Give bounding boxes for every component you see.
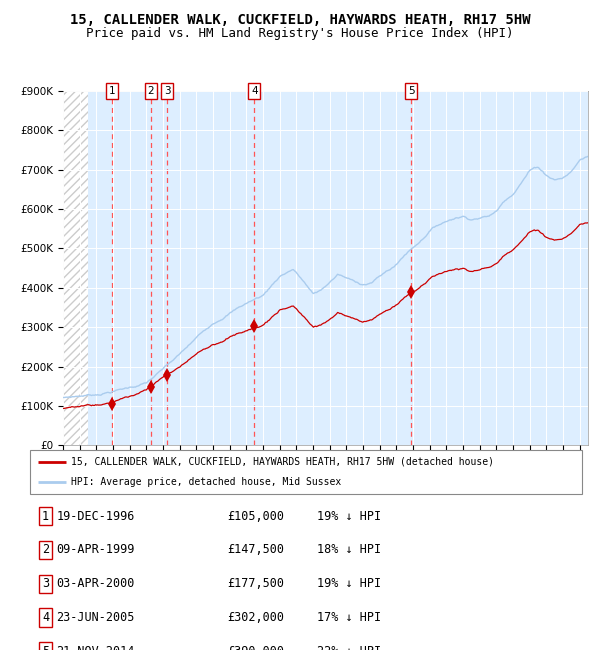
- Text: 19% ↓ HPI: 19% ↓ HPI: [317, 510, 381, 523]
- Text: 5: 5: [408, 86, 415, 96]
- Text: 3: 3: [164, 86, 170, 96]
- Text: £177,500: £177,500: [227, 577, 284, 590]
- Text: 3: 3: [42, 577, 49, 590]
- Text: 2: 2: [148, 86, 154, 96]
- Text: 2: 2: [42, 543, 49, 556]
- Text: £302,000: £302,000: [227, 611, 284, 624]
- Text: 1: 1: [42, 510, 49, 523]
- Text: £390,000: £390,000: [227, 645, 284, 650]
- Text: 15, CALLENDER WALK, CUCKFIELD, HAYWARDS HEATH, RH17 5HW (detached house): 15, CALLENDER WALK, CUCKFIELD, HAYWARDS …: [71, 457, 494, 467]
- Text: 15, CALLENDER WALK, CUCKFIELD, HAYWARDS HEATH, RH17 5HW: 15, CALLENDER WALK, CUCKFIELD, HAYWARDS …: [70, 13, 530, 27]
- Text: 18% ↓ HPI: 18% ↓ HPI: [317, 543, 381, 556]
- Text: 1: 1: [109, 86, 116, 96]
- Text: 03-APR-2000: 03-APR-2000: [56, 577, 135, 590]
- Text: £105,000: £105,000: [227, 510, 284, 523]
- Text: 17% ↓ HPI: 17% ↓ HPI: [317, 611, 381, 624]
- Text: 23-JUN-2005: 23-JUN-2005: [56, 611, 135, 624]
- Text: 09-APR-1999: 09-APR-1999: [56, 543, 135, 556]
- Text: £147,500: £147,500: [227, 543, 284, 556]
- Text: 19% ↓ HPI: 19% ↓ HPI: [317, 577, 381, 590]
- Text: 21-NOV-2014: 21-NOV-2014: [56, 645, 135, 650]
- Text: 5: 5: [42, 645, 49, 650]
- Text: Price paid vs. HM Land Registry's House Price Index (HPI): Price paid vs. HM Land Registry's House …: [86, 27, 514, 40]
- Text: 19-DEC-1996: 19-DEC-1996: [56, 510, 135, 523]
- Text: 22% ↓ HPI: 22% ↓ HPI: [317, 645, 381, 650]
- Text: 4: 4: [42, 611, 49, 624]
- Text: 4: 4: [251, 86, 257, 96]
- Text: HPI: Average price, detached house, Mid Sussex: HPI: Average price, detached house, Mid …: [71, 477, 341, 487]
